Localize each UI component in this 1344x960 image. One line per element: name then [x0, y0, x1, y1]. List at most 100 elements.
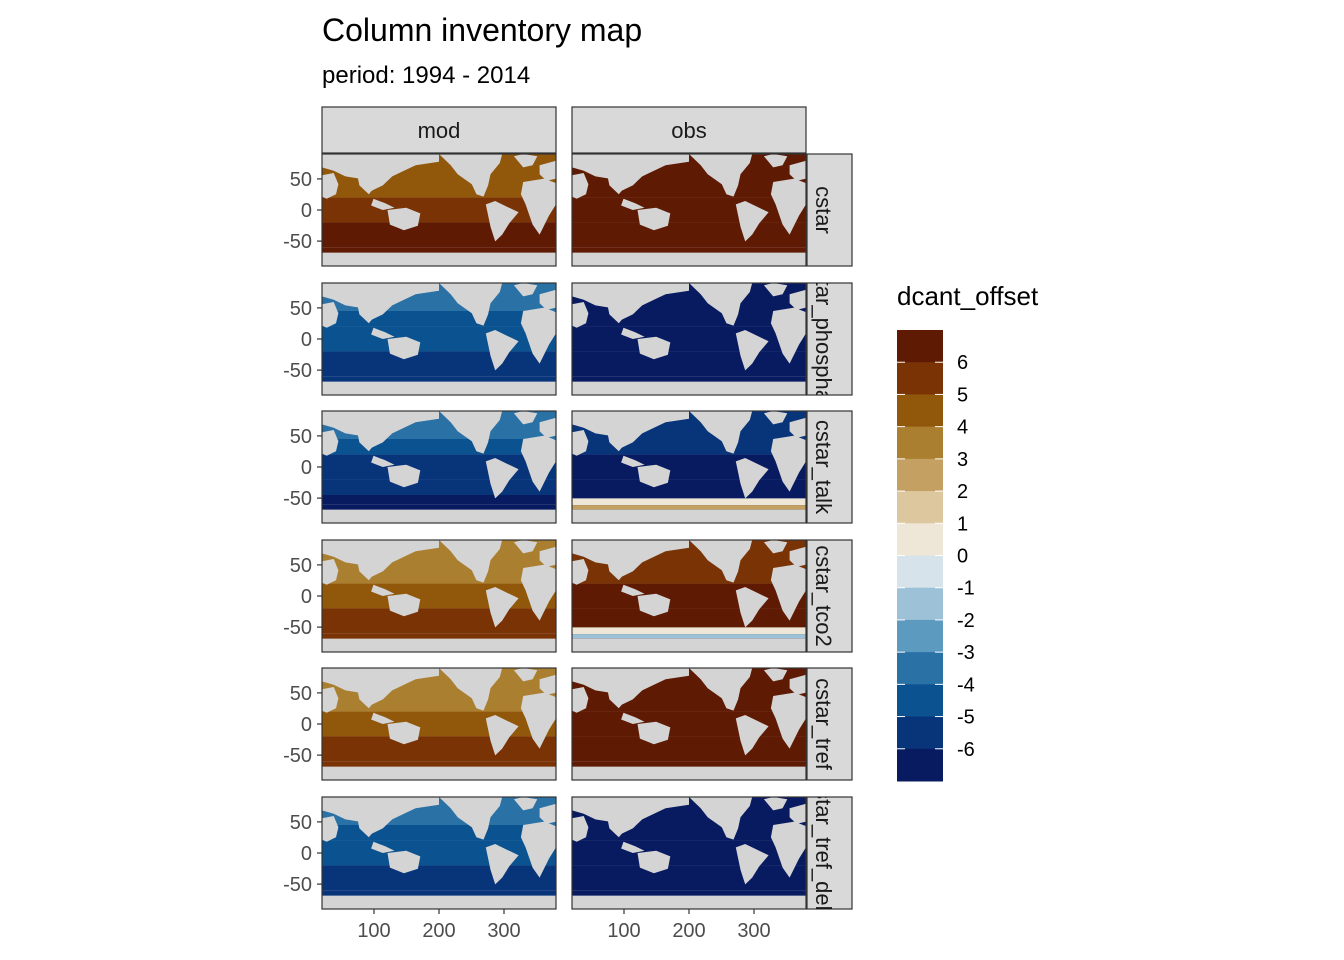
- ocean-band: [322, 568, 556, 584]
- y-tick-label: 0: [301, 329, 312, 351]
- land-mask: [637, 721, 671, 745]
- panel-obs-cstar-tref: [571, 667, 807, 781]
- land-mask: [770, 564, 806, 621]
- land-mask: [539, 674, 556, 695]
- land-mask: [621, 455, 645, 467]
- ocean-band: [572, 182, 806, 198]
- land-mask: [572, 668, 689, 707]
- legend-label: -3: [957, 642, 975, 664]
- land-mask: [572, 559, 589, 585]
- ocean-band: [572, 479, 806, 495]
- land-mask: [387, 721, 421, 745]
- strip-label-cstar-tco2: cstar_tco2: [811, 545, 836, 647]
- legend-label: -1: [957, 578, 975, 600]
- southern-ocean-streak: [572, 634, 806, 639]
- strip-label-obs: obs: [671, 118, 706, 143]
- land-mask: [485, 587, 519, 628]
- legend-swatch: [897, 458, 943, 492]
- land-mask: [520, 435, 556, 492]
- strip-label-cstar: cstar: [811, 186, 836, 234]
- ocean-band: [322, 495, 556, 505]
- ocean-band: [572, 568, 806, 584]
- legend-label: 3: [957, 449, 968, 471]
- ocean-band: [322, 326, 556, 352]
- legend-swatch: [897, 619, 943, 653]
- ocean-band: [572, 238, 806, 248]
- land-mask: [621, 198, 645, 210]
- land-mask: [735, 715, 769, 756]
- legend-swatch: [897, 555, 943, 589]
- strip-obs: [571, 106, 807, 154]
- strip-cstar-phosphate: [806, 282, 853, 396]
- ocean-band: [572, 197, 806, 223]
- land-mask: [322, 816, 339, 842]
- land-mask: [322, 559, 339, 585]
- land-mask: [735, 201, 769, 242]
- land-mask: [689, 154, 753, 197]
- ocean-band: [322, 865, 556, 881]
- legend-label: 6: [957, 352, 968, 374]
- land-mask: [735, 330, 769, 371]
- panel-obs-cstar-talk: [571, 410, 807, 524]
- southern-ocean-streak: [572, 498, 806, 506]
- y-tick-label: 0: [301, 843, 312, 865]
- land-mask: [520, 692, 556, 749]
- ocean-band: [322, 840, 556, 866]
- ocean-band: [322, 439, 556, 455]
- ocean-band: [322, 711, 556, 737]
- land-mask: [572, 154, 689, 193]
- land-mask: [539, 160, 556, 181]
- y-tick-label: -50: [283, 231, 312, 253]
- land-mask: [689, 668, 753, 711]
- ocean-band: [572, 454, 806, 480]
- legend-swatch: [897, 587, 943, 621]
- land-mask: [735, 458, 769, 499]
- legend-label: -4: [957, 674, 975, 696]
- legend-swatch: [897, 362, 943, 395]
- land-mask: [322, 430, 339, 456]
- legend-title: dcant_offset: [897, 281, 1039, 311]
- strip-label-cstar-phosphate: cstar_phosphate: [811, 258, 836, 421]
- land-mask: [770, 178, 806, 235]
- land-mask: [621, 841, 645, 853]
- x-tick-label: 300: [737, 920, 770, 942]
- y-tick-label: -50: [283, 745, 312, 767]
- land-mask: [520, 307, 556, 364]
- y-tick-label: 0: [301, 586, 312, 608]
- legend-swatch: [897, 684, 943, 718]
- ocean-band: [322, 238, 556, 248]
- x-axis: 100 200 300 100 200 300: [357, 909, 771, 942]
- panel-mod-cstar-talk: [321, 410, 557, 524]
- panel-obs-cstar: [571, 153, 807, 267]
- land-mask: [439, 668, 503, 711]
- land-mask: [485, 330, 519, 371]
- land-mask: [371, 841, 395, 853]
- land-mask: [322, 381, 556, 395]
- land-mask: [322, 283, 439, 322]
- ocean-band: [322, 311, 556, 327]
- land-mask: [572, 540, 689, 579]
- land-mask: [513, 283, 538, 297]
- panel-mod-cstar-tco2: [321, 539, 557, 653]
- ocean-band: [572, 583, 806, 609]
- strip-cstar-tref-delta: [806, 796, 853, 910]
- land-mask: [371, 584, 395, 596]
- legend-label: -5: [957, 707, 975, 729]
- land-mask: [572, 766, 806, 780]
- land-mask: [621, 584, 645, 596]
- land-mask: [763, 540, 788, 554]
- land-mask: [322, 173, 339, 199]
- land-mask: [789, 417, 806, 438]
- land-mask: [520, 564, 556, 621]
- land-mask: [763, 797, 788, 811]
- y-tick-label: 0: [301, 200, 312, 222]
- legend-swatch: [897, 748, 943, 782]
- land-mask: [371, 327, 395, 339]
- land-mask: [789, 289, 806, 310]
- land-mask: [572, 302, 589, 328]
- land-mask: [439, 797, 503, 840]
- panel-border: [571, 282, 807, 396]
- land-mask: [637, 593, 671, 617]
- figure-subtitle: period: 1994 - 2014: [322, 62, 530, 89]
